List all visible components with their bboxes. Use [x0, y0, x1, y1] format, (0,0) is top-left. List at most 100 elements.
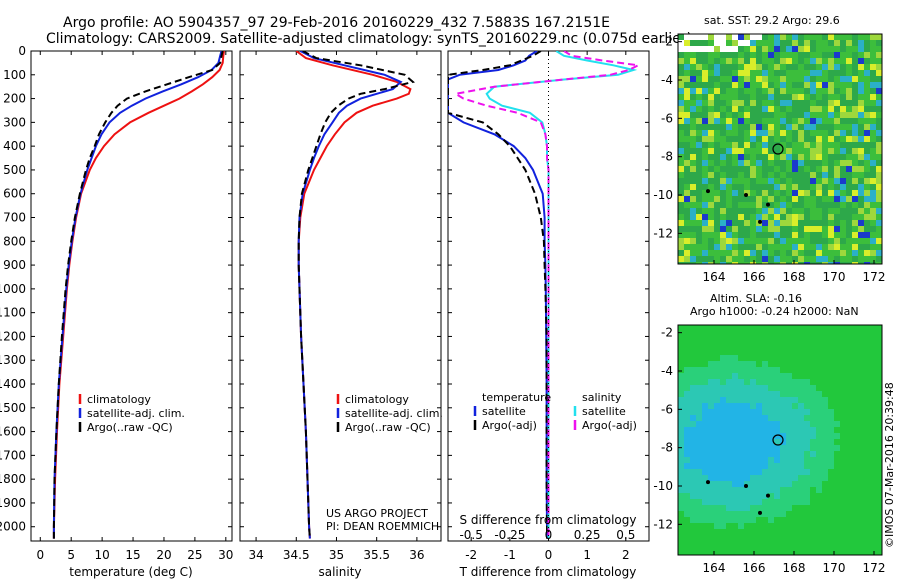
map-cell [726, 457, 732, 463]
map-cell [786, 124, 792, 130]
map-cell [768, 547, 774, 553]
map-cell [792, 397, 798, 403]
map-cell [816, 523, 822, 529]
map-cell [834, 475, 840, 481]
map-cell [714, 493, 720, 499]
legend-label: Argo(..raw -QC) [87, 421, 173, 434]
map-cell [840, 499, 846, 505]
map-cell [828, 415, 834, 421]
map-cell [858, 154, 864, 160]
map-cell [690, 208, 696, 214]
map-cell [864, 256, 870, 262]
map-cell [714, 421, 720, 427]
map-cell [864, 385, 870, 391]
map-cell [714, 475, 720, 481]
map-cell [750, 118, 756, 124]
map-cell [690, 52, 696, 58]
map-cell [822, 547, 828, 553]
map-cell [762, 76, 768, 82]
map-cell [858, 130, 864, 136]
map-cell [810, 439, 816, 445]
map-cell [786, 367, 792, 373]
map-cell [828, 331, 834, 337]
map-cell [732, 541, 738, 547]
map-cell [756, 493, 762, 499]
map-cell [744, 529, 750, 535]
map-cell [822, 409, 828, 415]
map-cell [876, 463, 882, 469]
map-cell [702, 106, 708, 112]
map-cell [858, 196, 864, 202]
map-cell [804, 535, 810, 541]
map-cell [690, 64, 696, 70]
map-cell [822, 232, 828, 238]
map-cell [876, 535, 882, 541]
map-cell [810, 34, 816, 40]
map-cell [774, 124, 780, 130]
map-cell [744, 238, 750, 244]
map-cell [798, 256, 804, 262]
map-cell [750, 457, 756, 463]
map-cell [744, 433, 750, 439]
map-cell [864, 535, 870, 541]
map-cell [840, 529, 846, 535]
map-cell [678, 511, 684, 517]
map-cell [714, 70, 720, 76]
map-cell [840, 463, 846, 469]
map-cell [834, 214, 840, 220]
map-cell [852, 325, 858, 331]
map-cell [792, 238, 798, 244]
x-tick-label: 1 [583, 548, 591, 562]
map-cell [864, 52, 870, 58]
map-cell [756, 70, 762, 76]
map-cell [768, 403, 774, 409]
map-cell [804, 46, 810, 52]
map-cell [744, 76, 750, 82]
map-cell [768, 76, 774, 82]
map-cell [798, 172, 804, 178]
map-cell [684, 238, 690, 244]
map-cell [798, 553, 804, 555]
map-cell [804, 349, 810, 355]
map-cell [726, 499, 732, 505]
depth-tick-label: 1800 [0, 472, 26, 486]
map-cell [708, 118, 714, 124]
map-cell [732, 202, 738, 208]
map-cell [768, 511, 774, 517]
map-cell [738, 178, 744, 184]
map-cell [852, 493, 858, 499]
map-cell [864, 142, 870, 148]
map-cell [804, 469, 810, 475]
map-cell [750, 148, 756, 154]
map-cell [732, 409, 738, 415]
map-cell [702, 34, 708, 40]
map-cell [810, 130, 816, 136]
map-cell [852, 433, 858, 439]
map-cell [750, 367, 756, 373]
map-cell [876, 397, 882, 403]
map-cell [750, 499, 756, 505]
map-cell [678, 367, 684, 373]
map-cell [840, 337, 846, 343]
map-cell [744, 250, 750, 256]
map-cell [678, 457, 684, 463]
map-cell [702, 244, 708, 250]
map-cell [864, 523, 870, 529]
map-cell [690, 250, 696, 256]
map-cell [804, 541, 810, 547]
map-cell [726, 367, 732, 373]
map-cell [870, 463, 876, 469]
map-cell [744, 70, 750, 76]
map-cell [696, 355, 702, 361]
map-cell [774, 220, 780, 226]
map-cell [810, 238, 816, 244]
map-cell [696, 475, 702, 481]
map-cell [840, 208, 846, 214]
map-cell [774, 256, 780, 262]
map-cell [708, 409, 714, 415]
map-cell [810, 220, 816, 226]
map-cell [876, 70, 882, 76]
map-cell [792, 46, 798, 52]
map-cell [774, 439, 780, 445]
map-cell [864, 553, 870, 555]
